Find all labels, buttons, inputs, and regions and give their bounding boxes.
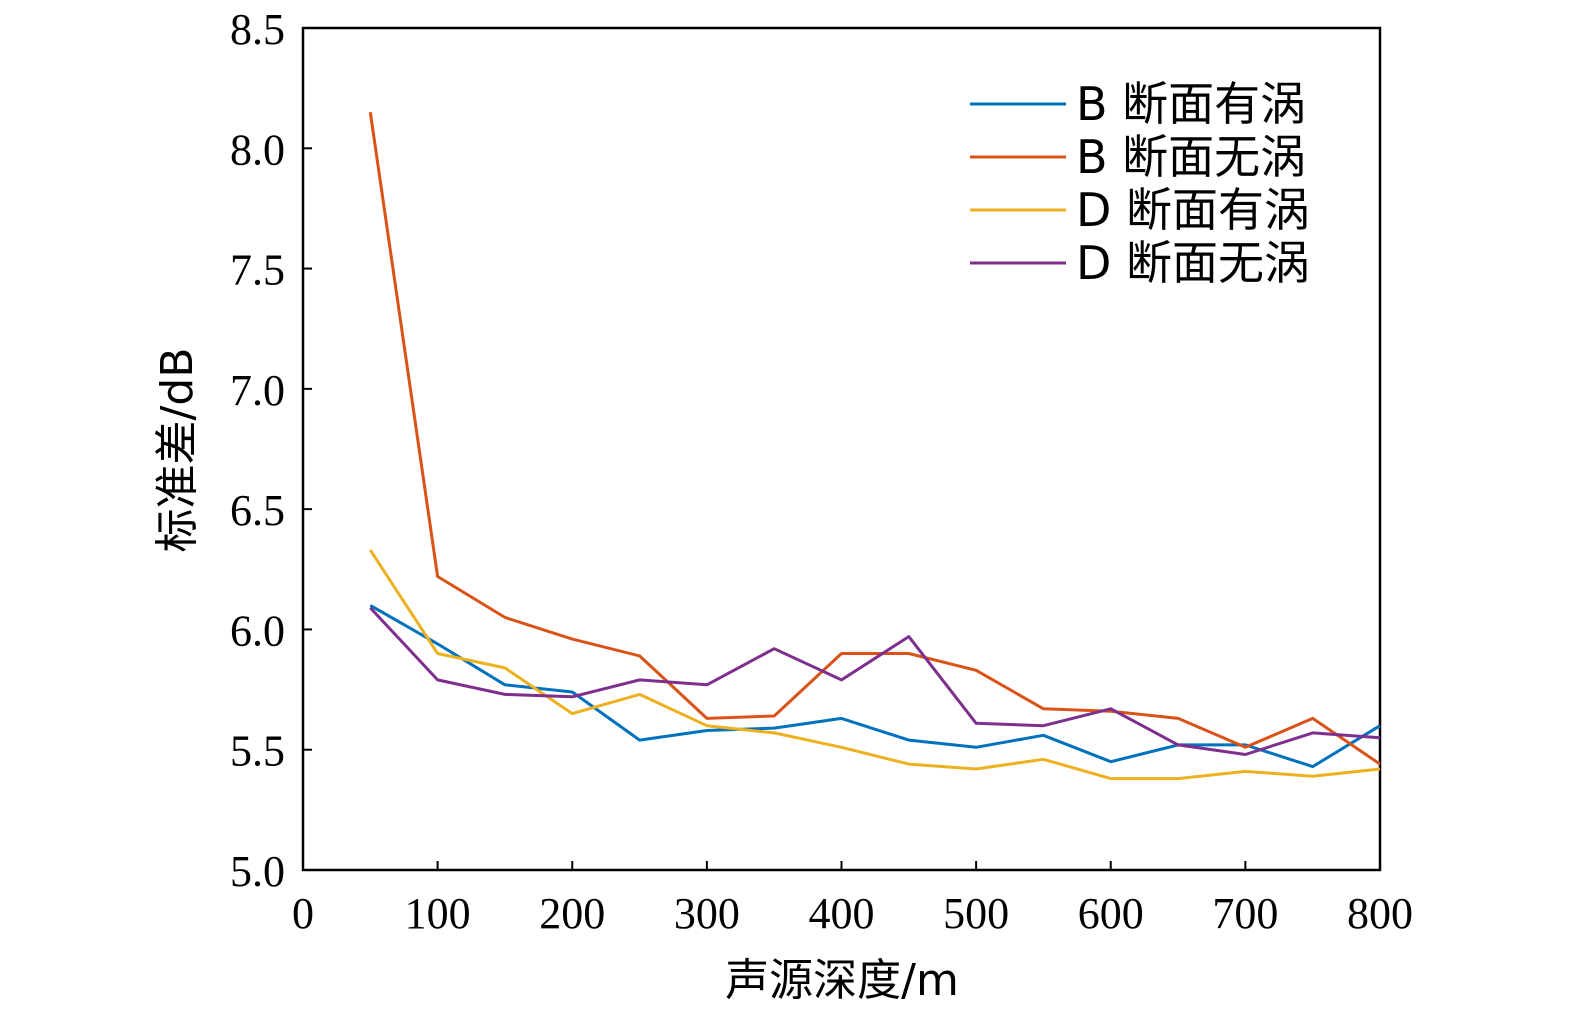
y-tick-label: 5.5 <box>230 727 285 776</box>
series-layer <box>368 111 1381 781</box>
x-tick-label: 600 <box>1078 889 1144 938</box>
y-axis: 5.0 5.5 6.0 6.5 7.0 7.5 8.0 8.5 <box>230 5 312 896</box>
y-tick-label: 8.5 <box>230 5 285 54</box>
x-tick-label: 800 <box>1347 889 1413 938</box>
series-line-2 <box>368 111 1381 766</box>
x-axis: 0 100 200 300 400 500 600 700 800 <box>292 861 1413 938</box>
x-tick-label: 500 <box>943 889 1009 938</box>
y-tick-label: 8.0 <box>230 125 285 174</box>
legend-label: B 断面有涡 <box>1076 77 1306 131</box>
x-tick-label: 0 <box>292 889 314 938</box>
x-axis-title: 声源深度/m <box>725 955 959 1006</box>
series-line-3 <box>369 549 1381 781</box>
x-tick-label: 400 <box>809 889 875 938</box>
legend-label: B 断面无涡 <box>1076 130 1306 184</box>
y-tick-label: 6.5 <box>230 486 285 535</box>
series-line-4 <box>369 606 1381 756</box>
y-tick-label: 7.5 <box>230 246 285 295</box>
legend-label: D 断面无涡 <box>1076 236 1310 290</box>
y-tick-label: 5.0 <box>230 847 285 896</box>
x-tick-label: 100 <box>405 889 471 938</box>
y-tick-label: 6.0 <box>230 606 285 655</box>
x-tick-label: 700 <box>1212 889 1278 938</box>
series-line-1 <box>369 604 1381 769</box>
x-tick-label: 300 <box>674 889 740 938</box>
x-tick-label: 200 <box>539 889 605 938</box>
legend-label: D 断面有涡 <box>1076 183 1310 237</box>
y-axis-title: 标准差/dB <box>152 348 203 553</box>
y-tick-label: 7.0 <box>230 366 285 415</box>
